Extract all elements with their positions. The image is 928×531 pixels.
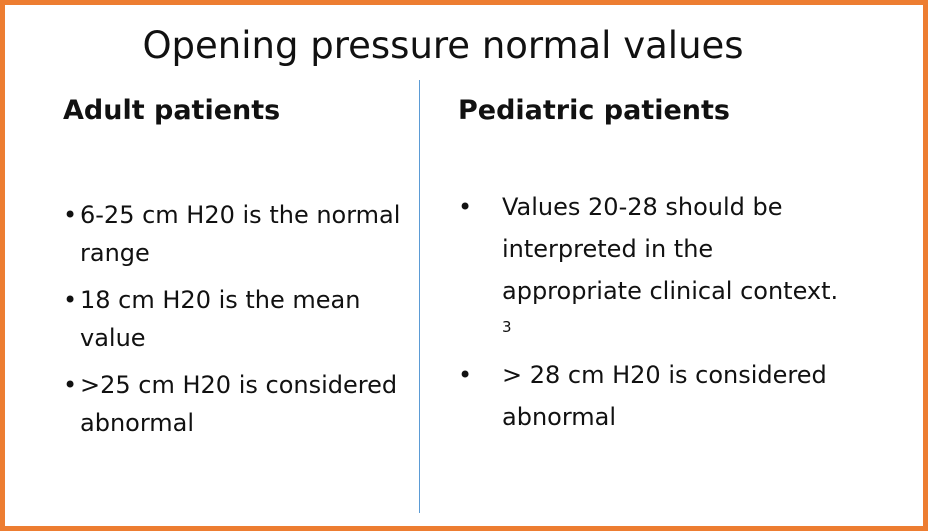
list-item-text: 18 cm H20 is the mean value: [80, 286, 361, 352]
bullet-icon: •: [458, 193, 473, 221]
slide-title: Opening pressure normal values: [142, 24, 744, 67]
bullet-icon: •: [63, 371, 78, 399]
list-item-text: Values 20-28 should be interpreted in th…: [502, 193, 839, 305]
list-item: • 6-25 cm H20 is the normal range: [63, 196, 415, 272]
bullet-icon: •: [63, 201, 78, 229]
bullet-icon: •: [63, 286, 78, 314]
citation-superscript: 3: [502, 318, 512, 336]
column-divider: [419, 80, 420, 513]
pediatric-list: • Values 20-28 should be interpreted in …: [458, 186, 852, 438]
list-item-text: >25 cm H20 is considered abnormal: [80, 371, 398, 437]
list-item: • 18 cm H20 is the mean value: [63, 281, 415, 357]
list-item: • > 28 cm H20 is considered abnormal: [458, 354, 852, 438]
list-item: • >25 cm H20 is considered abnormal: [63, 366, 415, 442]
adult-list: • 6-25 cm H20 is the normal range • 18 c…: [63, 196, 415, 451]
bullet-icon: •: [458, 361, 473, 389]
pediatric-heading: Pediatric patients: [458, 95, 731, 126]
list-item-text: 6-25 cm H20 is the normal range: [80, 201, 401, 267]
list-item-text: > 28 cm H20 is considered abnormal: [502, 361, 827, 431]
list-item: • Values 20-28 should be interpreted in …: [458, 186, 852, 354]
adult-heading: Adult patients: [63, 95, 281, 126]
